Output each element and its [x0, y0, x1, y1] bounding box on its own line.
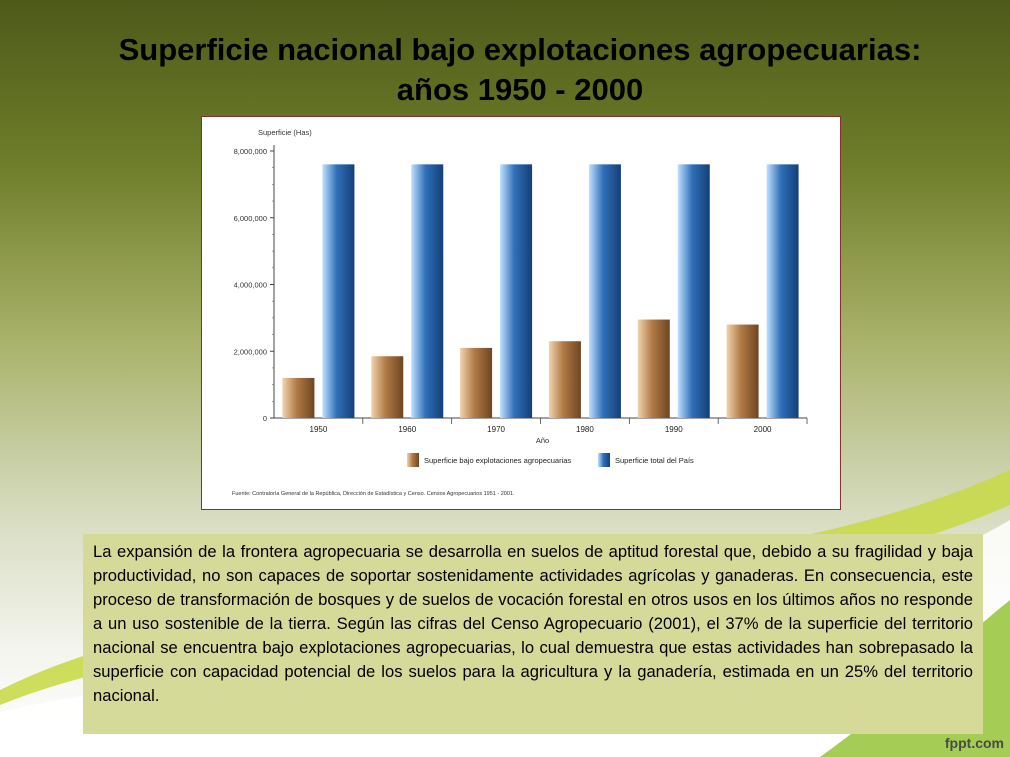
x-tick-label: 1960 [398, 425, 416, 434]
x-axis-label: Año [536, 436, 549, 445]
y-tick-label: 6,000,000 [234, 214, 267, 223]
bar-agro-1960 [371, 356, 404, 418]
x-tick-label: 1980 [576, 425, 594, 434]
legend-swatch-total [598, 453, 610, 467]
chart-source-note: Fuente: Contraloría General de la Repúbl… [232, 491, 515, 497]
x-tick-label: 1950 [310, 425, 328, 434]
bar-agro-2000 [726, 324, 759, 418]
bar-chart: Superficie (Has) 0 2,000,000 4,000,000 6,000… [232, 128, 808, 497]
legend-label-agro: Superficie bajo explotaciones agropecuar… [424, 456, 571, 465]
y-tick-label: 0 [263, 414, 267, 423]
brand-label: fppt.com [944, 735, 1004, 751]
legend-label-total: Superficie total del País [615, 456, 694, 465]
x-tick-label: 1970 [487, 425, 505, 434]
bar-agro-1970 [460, 347, 493, 418]
y-tick-label: 2,000,000 [234, 347, 267, 356]
bar-total-1980 [588, 164, 621, 418]
x-tick-label: 2000 [754, 425, 772, 434]
bar-total-1950 [322, 164, 355, 418]
y-axis-label: Superficie (Has) [258, 128, 312, 137]
bar-agro-1950 [282, 377, 315, 418]
description-paragraph: La expansión de la frontera agropecuaria… [93, 542, 973, 705]
bar-agro-1990 [637, 319, 670, 418]
legend-swatch-agro [407, 453, 419, 467]
x-tick-label: 1990 [665, 425, 683, 434]
slide-title: Superficie nacional bajo explotaciones a… [60, 30, 980, 110]
bar-agro-1980 [548, 341, 581, 418]
bar-total-1970 [500, 164, 533, 418]
bar-total-1960 [411, 164, 444, 418]
y-tick-label: 8,000,000 [234, 147, 267, 156]
description-box: La expansión de la frontera agropecuaria… [83, 534, 983, 734]
chart-frame: Superficie (Has) 0 2,000,000 4,000,000 6,000… [201, 116, 841, 510]
slide-title-line2: años 1950 - 2000 [396, 72, 644, 107]
y-tick-label: 4,000,000 [234, 281, 267, 290]
bar-total-1990 [677, 164, 710, 418]
slide-title-line1: Superficie nacional bajo explotaciones a… [118, 32, 922, 67]
bar-total-2000 [766, 164, 799, 418]
